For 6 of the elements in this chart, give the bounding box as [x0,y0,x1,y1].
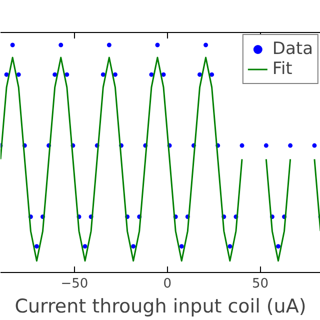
x-tick-label: 0 [163,276,172,292]
x-tick-label: 50 [252,276,268,292]
x-axis-title: Current through input coil (uA) [14,296,306,318]
x-tick-label: −50 [60,276,88,292]
legend-label: Data [272,39,313,59]
legend-label: Fit [272,59,292,79]
